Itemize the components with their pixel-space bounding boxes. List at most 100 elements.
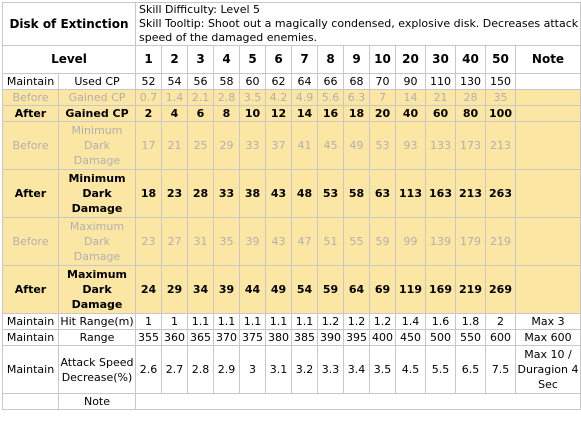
value-cell: 29	[213, 121, 240, 170]
value-cell: 62	[265, 73, 292, 90]
value-cell: 64	[291, 73, 318, 90]
value-cell: 219	[485, 217, 516, 266]
level-cell: 50	[485, 45, 516, 74]
value-cell: 1	[161, 313, 188, 330]
value-cell: 8	[213, 105, 240, 122]
value-cell: 58	[213, 73, 240, 90]
row-label: Maximum Dark Damage	[58, 265, 136, 314]
value-cell: 93	[395, 121, 426, 170]
value-cell: 213	[455, 169, 486, 218]
value-cell: 269	[485, 265, 516, 314]
value-cell: 3.5	[239, 89, 266, 106]
value-cell: 41	[291, 121, 318, 170]
note-cell	[515, 121, 581, 170]
row-label: Attack Speed Decrease(%)	[58, 345, 136, 394]
value-cell: 169	[425, 265, 456, 314]
value-cell: 23	[161, 169, 188, 218]
table-row: Maintain Used CP 52 54 56 58 60 62 64 66…	[2, 73, 581, 90]
level-label: Level	[2, 45, 136, 74]
value-cell: 0.7	[135, 89, 162, 106]
row-label: Used CP	[58, 73, 136, 90]
value-cell: 34	[187, 265, 214, 314]
value-cell: 31	[187, 217, 214, 266]
note-header: Note	[515, 45, 581, 74]
value-cell: 1.1	[213, 313, 240, 330]
value-cell: 53	[317, 169, 344, 218]
value-cell: 1.2	[369, 313, 396, 330]
value-cell: 1.1	[187, 313, 214, 330]
value-cell: 3.5	[369, 345, 396, 394]
value-cell: 390	[317, 329, 344, 346]
note-cell	[515, 265, 581, 314]
value-cell: 133	[425, 121, 456, 170]
value-cell: 24	[135, 265, 162, 314]
value-cell: 130	[455, 73, 486, 90]
value-cell: 213	[485, 121, 516, 170]
value-cell: 113	[395, 169, 426, 218]
row-tag: Maintain	[2, 73, 59, 90]
value-cell: 60	[425, 105, 456, 122]
value-cell: 25	[187, 121, 214, 170]
value-cell: 7	[369, 89, 396, 106]
value-cell: 51	[317, 217, 344, 266]
value-cell: 2.8	[213, 89, 240, 106]
value-cell: 400	[369, 329, 396, 346]
value-cell: 33	[213, 169, 240, 218]
note-cell	[515, 217, 581, 266]
value-cell: 66	[317, 73, 344, 90]
value-cell: 58	[343, 169, 370, 218]
value-cell: 18	[343, 105, 370, 122]
value-cell: 6.3	[343, 89, 370, 106]
value-cell: 49	[343, 121, 370, 170]
value-cell: 69	[369, 265, 396, 314]
value-cell: 54	[291, 265, 318, 314]
value-cell: 375	[239, 329, 266, 346]
value-cell: 27	[161, 217, 188, 266]
value-cell: 355	[135, 329, 162, 346]
row-label: Minimum Dark Damage	[58, 169, 136, 218]
value-cell: 12	[265, 105, 292, 122]
value-cell: 119	[395, 265, 426, 314]
level-cell: 5	[239, 45, 266, 74]
value-cell: 49	[265, 265, 292, 314]
value-cell: 40	[395, 105, 426, 122]
value-cell: 550	[455, 329, 486, 346]
skill-info: Skill Difficulty: Level 5 Skill Tooltip:…	[135, 2, 581, 46]
value-cell: 3	[239, 345, 266, 394]
value-cell: 150	[485, 73, 516, 90]
value-cell: 365	[187, 329, 214, 346]
level-cell: 4	[213, 45, 240, 74]
note-cell	[515, 169, 581, 218]
value-cell: 99	[395, 217, 426, 266]
note-cell	[515, 73, 581, 90]
value-cell: 48	[291, 169, 318, 218]
row-tag: After	[2, 105, 59, 122]
table-row: Maintain Range 355 360 365 370 375 380 3…	[2, 329, 581, 346]
value-cell: 263	[485, 169, 516, 218]
value-cell: 1.4	[395, 313, 426, 330]
value-cell: 2.8	[187, 345, 214, 394]
value-cell: 10	[239, 105, 266, 122]
value-cell: 47	[291, 217, 318, 266]
level-cell: 2	[161, 45, 188, 74]
value-cell: 1.1	[291, 313, 318, 330]
row-tag: After	[2, 169, 59, 218]
value-cell: 70	[369, 73, 396, 90]
value-cell: 395	[343, 329, 370, 346]
level-header-row: Level 1 2 3 4 5 6 7 8 9 10 20 30 40 50 N…	[2, 45, 581, 74]
skill-tooltip: Skill Tooltip: Shoot out a magically con…	[139, 17, 579, 44]
value-cell: 3.2	[291, 345, 318, 394]
value-cell: 39	[213, 265, 240, 314]
row-tag: Maintain	[2, 329, 59, 346]
value-cell: 2.9	[213, 345, 240, 394]
value-cell: 38	[239, 169, 266, 218]
value-cell: 35	[485, 89, 516, 106]
row-tag: Maintain	[2, 313, 59, 330]
value-cell: 2	[135, 105, 162, 122]
level-cell: 6	[265, 45, 292, 74]
value-cell: 2.1	[187, 89, 214, 106]
value-cell: 1.1	[265, 313, 292, 330]
value-cell: 600	[485, 329, 516, 346]
note-cell: Max 600	[515, 329, 581, 346]
table-row: After Minimum Dark Damage 18 23 28 33 38…	[2, 169, 581, 218]
